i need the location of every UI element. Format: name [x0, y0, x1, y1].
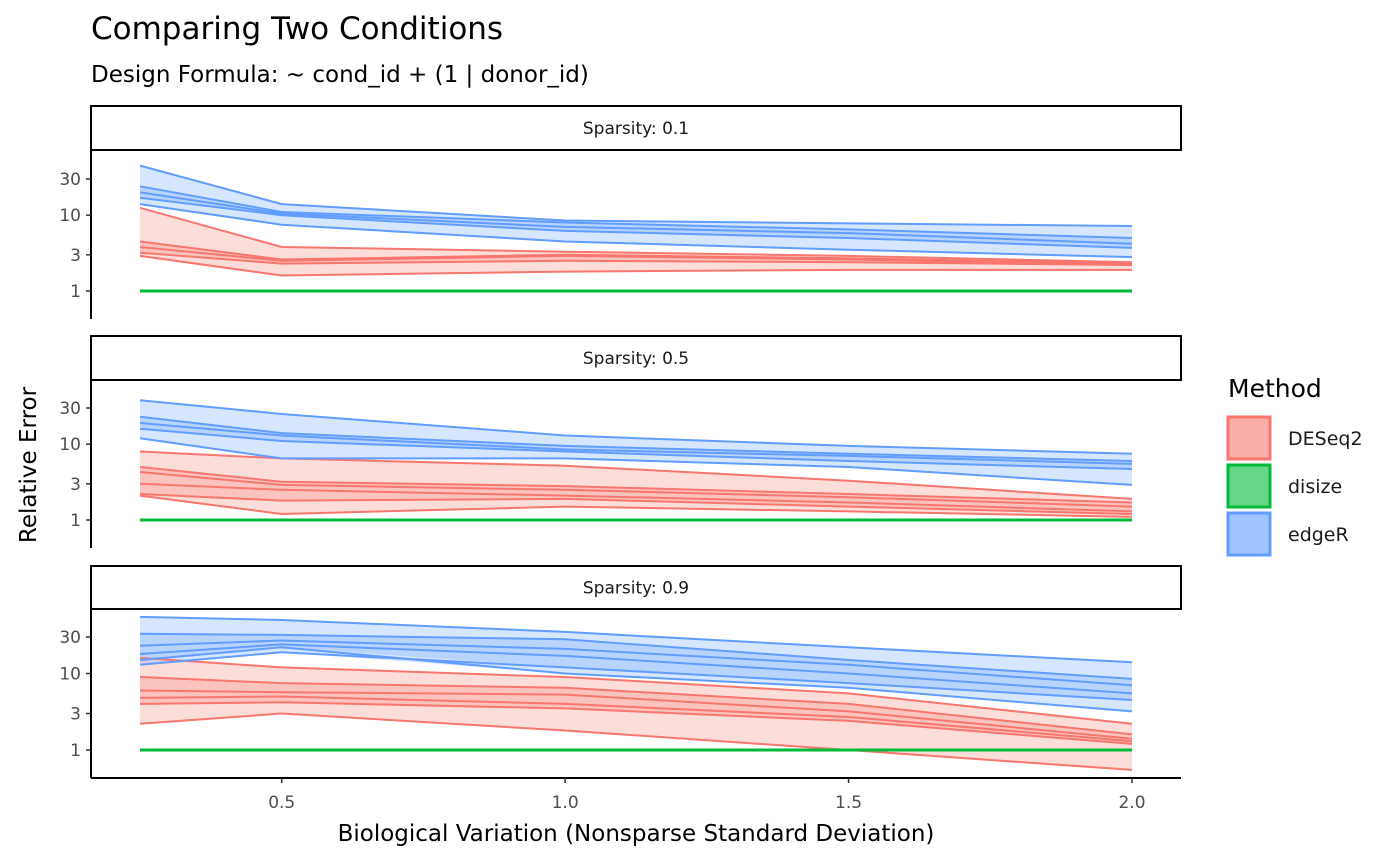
x-tick-label: 1.5 — [835, 793, 862, 813]
facet-panel: Sparsity: 0.5 1 3 10 30 — [59, 335, 1182, 548]
series-line-deseq2 — [139, 206, 1133, 264]
series-line-deseq2 — [139, 701, 1133, 745]
plot-area — [139, 615, 1133, 771]
x-tick-label: 0.5 — [268, 793, 295, 813]
facet-strip — [90, 335, 1182, 381]
y-tick-label: 3 — [70, 475, 81, 495]
series-line-deseq2 — [139, 712, 1133, 771]
series-line-edger — [139, 422, 1133, 465]
y-tick-label: 30 — [59, 628, 81, 648]
legend-label-disize: disize — [1288, 476, 1342, 498]
series-line-edger — [139, 632, 1133, 680]
series-line-deseq2 — [139, 251, 1133, 266]
series-line-deseq2 — [139, 695, 1133, 743]
series-line-edger — [139, 185, 1133, 239]
series-line-deseq2 — [139, 466, 1133, 504]
series-line-edger — [139, 415, 1133, 462]
series-line-edger — [139, 646, 1133, 713]
series-line-edger — [139, 643, 1133, 695]
series-line-edger — [139, 191, 1133, 245]
facet-panel: Sparsity: 0.1 1 3 10 30 — [59, 105, 1182, 319]
plot-area — [139, 164, 1133, 293]
y-tick-label: 10 — [59, 664, 81, 684]
series-line-deseq2 — [139, 493, 1133, 515]
series-line-deseq2 — [139, 689, 1133, 740]
series-line-edger — [139, 399, 1133, 455]
series-line-edger — [139, 196, 1133, 249]
legend-key-edger — [1226, 511, 1272, 557]
series-line-deseq2 — [139, 471, 1133, 508]
legend-key-disize — [1226, 463, 1272, 509]
series-line-deseq2 — [139, 494, 1133, 518]
y-tick-label: 10 — [59, 206, 81, 226]
x-tick-label: 2.0 — [1118, 793, 1145, 813]
plot-area — [139, 399, 1133, 522]
y-tick-label: 1 — [70, 741, 81, 761]
series-line-deseq2 — [139, 246, 1133, 266]
facet-strip-label: Sparsity: 0.9 — [583, 579, 689, 599]
facet-strip-label: Sparsity: 0.1 — [583, 119, 689, 139]
ribbon-core-edger — [140, 186, 1132, 248]
series-line-edger — [139, 639, 1133, 687]
y-tick-label: 1 — [70, 282, 81, 302]
facet-strip — [90, 105, 1182, 151]
legend-label-edger: edgeR — [1288, 524, 1349, 546]
legend-key-deseq2 — [1226, 415, 1272, 461]
series-line-edger — [139, 203, 1133, 259]
series-line-deseq2 — [139, 254, 1132, 277]
ribbon-edger — [140, 616, 1132, 712]
ribbon-core-deseq2 — [140, 467, 1132, 514]
y-tick-label: 3 — [70, 246, 81, 266]
series-line-deseq2 — [139, 240, 1133, 265]
series-line-edger — [139, 651, 1133, 701]
x-tick-label: 1.0 — [552, 793, 579, 813]
series-line-edger — [139, 437, 1133, 486]
y-tick-label: 1 — [70, 511, 81, 531]
y-tick-label: 10 — [59, 435, 81, 455]
facet-strip-label: Sparsity: 0.5 — [583, 349, 689, 369]
y-tick-label: 30 — [59, 399, 81, 419]
series-line-edger — [139, 427, 1133, 470]
ribbon-core-edger — [140, 633, 1132, 700]
series-line-deseq2 — [139, 656, 1133, 725]
series-line-edger — [139, 615, 1133, 664]
chart-subtitle: Design Formula: ~ cond_id + (1 | donor_i… — [91, 62, 589, 88]
y-tick-label: 3 — [70, 705, 81, 725]
x-axis-title: Biological Variation (Nonsparse Standard… — [338, 821, 935, 847]
legend-title: Method — [1228, 374, 1322, 403]
series-line-edger — [139, 164, 1133, 227]
series-line-deseq2 — [139, 676, 1133, 736]
series-line-deseq2 — [139, 482, 1133, 513]
legend: Method DESeq2 disize edgeR — [1226, 374, 1363, 557]
y-tick-label: 30 — [59, 170, 81, 190]
legend-label-deseq2: DESeq2 — [1288, 428, 1363, 450]
facet-strip — [90, 565, 1182, 610]
ribbon-edger — [140, 400, 1132, 485]
chart-title: Comparing Two Conditions — [91, 11, 503, 47]
y-axis-title: Relative Error — [16, 386, 42, 543]
facet-panel: Sparsity: 0.9 1 3 10 30 0.5 1.0 1.5 2.0 — [59, 565, 1182, 813]
series-line-deseq2 — [139, 450, 1133, 500]
ribbon-deseq2 — [140, 657, 1132, 770]
